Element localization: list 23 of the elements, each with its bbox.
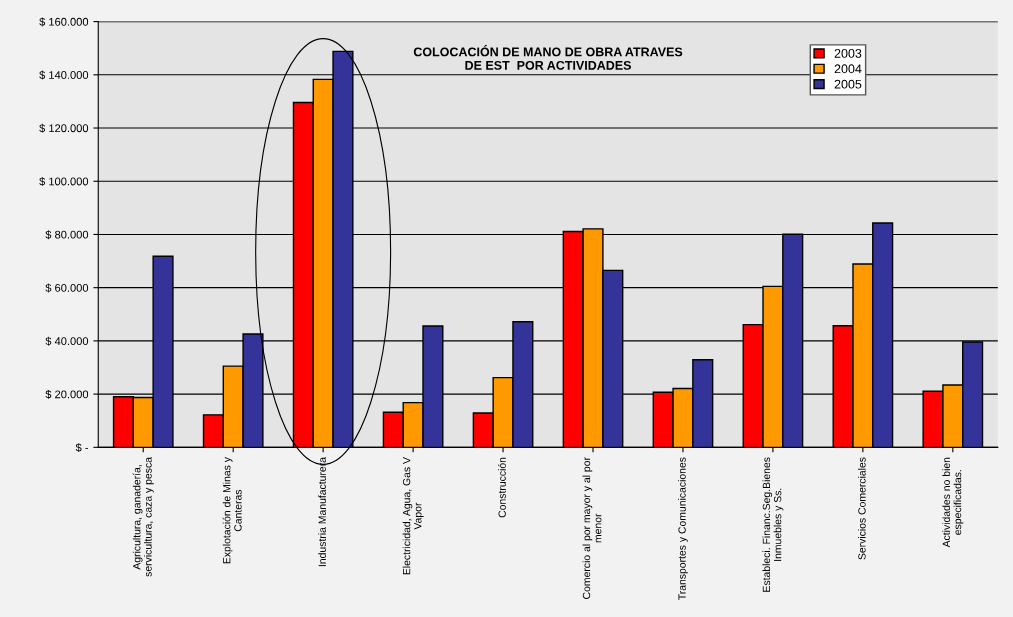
y-tick-label: $ 80.000 — [45, 230, 89, 240]
x-tick-label: Industria Manufacturera — [318, 457, 326, 567]
x-tick-label: Agricultura, ganadería, servicultura, caza y pesca — [132, 457, 154, 577]
text: COLOCACIÓN DE MANO DE OBRA ATRAVES DE EST POR ACTIVIDADES — [413, 45, 683, 70]
x-tick-label: Servicios Comerciales — [858, 457, 866, 560]
y-tick-label: $ 160.000 — [39, 17, 89, 27]
x-tick-label: Comercio al por mayor y al por menor — [582, 457, 602, 599]
y-tick-label: $ 20.000 — [45, 389, 89, 399]
x-tick-label: Construcción — [498, 457, 506, 518]
x-tick-label: Transportes y Comunicaciones — [678, 457, 688, 600]
y-tick-label: $ 140.000 — [39, 70, 89, 80]
y-tick-label: $ 120.000 — [39, 123, 89, 133]
legend-label: 2005 — [834, 79, 862, 89]
legend-label: 2003 — [834, 48, 862, 58]
legend-label: 2004 — [834, 64, 862, 74]
x-tick-label: Explotación de Minas y Canteras — [222, 457, 242, 564]
x-tick-label: Electricidad, Agua, Gas V Vapor — [402, 457, 424, 575]
y-tick-label: $ 40.000 — [45, 336, 89, 346]
y-tick-label: $ 100.000 — [39, 177, 89, 187]
y-tick-label: $ 60.000 — [45, 283, 89, 293]
x-tick-label: Estableci. Financ.Seg.Bienes Inmuebles y Ss. — [762, 457, 784, 592]
y-tick-label: $ - — [75, 443, 89, 453]
x-tick-label: Actividades no bien especificadas. — [942, 457, 964, 548]
